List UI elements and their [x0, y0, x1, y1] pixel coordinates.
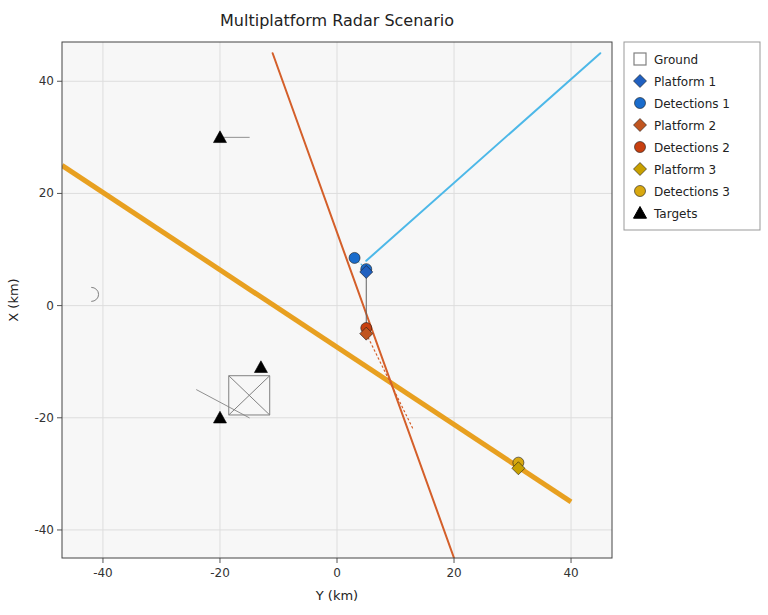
grid-line: [62, 529, 612, 530]
tick-mark: [57, 529, 62, 530]
legend-swatch: [634, 119, 647, 132]
legend-swatch: [635, 142, 646, 153]
platform: [360, 265, 373, 278]
tick-mark: [571, 558, 572, 563]
track-line: [62, 165, 571, 502]
legend-label: Platform 1: [654, 75, 716, 89]
tick-label: -20: [34, 411, 54, 425]
legend-swatch: [634, 163, 647, 176]
track-line: [366, 53, 600, 261]
data: [62, 53, 600, 558]
legend-swatch: [635, 98, 646, 109]
legend-label: Detections 3: [654, 185, 730, 199]
title: Multiplatform Radar Scenario: [220, 11, 454, 30]
legend-swatch: [634, 75, 647, 88]
grid-line: [337, 42, 338, 558]
tick-mark: [57, 81, 62, 82]
track-line: [366, 334, 413, 429]
tick-label: -40: [34, 523, 54, 537]
tick-label: -40: [93, 566, 113, 580]
grid-line: [62, 305, 612, 306]
grid-line: [62, 417, 612, 418]
legend: Ground Platform 1 Detections 1 Platform 2 De…: [624, 42, 760, 230]
tick-label: 20: [39, 186, 54, 200]
tick-mark: [57, 193, 62, 194]
grid-line: [219, 42, 220, 558]
grid-line: [454, 42, 455, 558]
legend-swatch: [635, 186, 646, 197]
grid-line: [62, 81, 612, 82]
axes: -40 -20 0 20 40 -40 -20 0 20 40: [34, 42, 612, 580]
grid-line: [571, 42, 572, 558]
track-line: [220, 137, 249, 138]
tick-label: 0: [333, 566, 341, 580]
tick-label: -20: [210, 566, 230, 580]
y-axis-label: X (km): [6, 278, 21, 321]
legend-swatch: [634, 207, 647, 219]
grid-line: [62, 193, 612, 194]
track-line: [273, 53, 454, 558]
grid-line: [102, 42, 103, 558]
legend-swatch: [634, 53, 646, 65]
tick-label: 40: [39, 74, 54, 88]
arc: [91, 287, 98, 301]
plot-area: [62, 42, 612, 558]
detection: [349, 252, 360, 263]
tick-label: 0: [46, 299, 54, 313]
legend-label: Detections 1: [654, 97, 730, 111]
target: [213, 411, 226, 423]
platform: [360, 327, 373, 340]
tick-mark: [57, 305, 62, 306]
x-axis-label: Y (km): [315, 588, 358, 603]
tick-mark: [57, 417, 62, 418]
plot-frame: [62, 42, 612, 558]
tick-label: 40: [563, 566, 578, 580]
tick-mark: [102, 558, 103, 563]
platform: [512, 462, 525, 475]
target: [254, 361, 267, 373]
tick-mark: [454, 558, 455, 563]
ground-symbol: [229, 376, 270, 415]
target: [213, 131, 226, 143]
chart: -40 -20 0 20 40 -40 -20 0 20 40 Multiplatform Rada…: [0, 0, 768, 615]
tick-mark: [219, 558, 220, 563]
legend-label: Ground: [654, 53, 698, 67]
legend-label: Platform 3: [654, 163, 716, 177]
tick-label: 20: [446, 566, 461, 580]
legend-label: Detections 2: [654, 141, 730, 155]
legend-label: Platform 2: [654, 119, 716, 133]
legend-box: [624, 42, 760, 230]
track-line: [197, 390, 250, 418]
legend-label: Targets: [653, 207, 697, 221]
tick-mark: [337, 558, 338, 563]
